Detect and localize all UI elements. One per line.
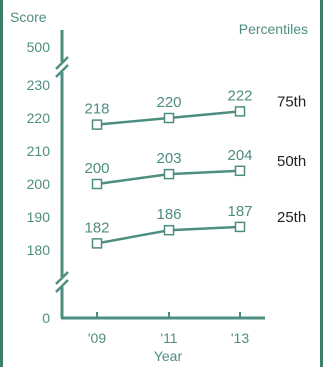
x-tick-labels: '09 '11 '13 <box>88 330 249 346</box>
axis-break-mark <box>55 56 69 70</box>
right-border <box>320 0 323 367</box>
data-point-marker <box>163 168 175 180</box>
data-label: 204 <box>227 147 252 164</box>
data-point-marker <box>234 165 246 177</box>
axis-break-mark <box>55 64 69 78</box>
data-point-marker <box>91 238 103 249</box>
y-tick-labels: 500 180 190 200 210 220 230 0 <box>27 39 51 326</box>
x-tick-label: '13 <box>231 330 249 346</box>
legend-title: Percentiles <box>239 21 308 37</box>
data-point-marker <box>163 112 175 124</box>
y-tick-label: 200 <box>27 176 51 192</box>
y-tick-label: 190 <box>27 209 51 225</box>
y-tick-label: 210 <box>27 143 51 159</box>
y-tick-label: 230 <box>27 77 51 93</box>
data-label: 220 <box>156 94 181 111</box>
axis-break-mark <box>55 271 69 285</box>
left-border <box>0 0 3 367</box>
y-tick-label: 220 <box>27 110 51 126</box>
data-point-marker <box>91 119 103 130</box>
data-label: 203 <box>156 150 181 167</box>
series-label: 50th <box>277 153 306 170</box>
y-tick-label: 0 <box>42 310 50 326</box>
data-label: 182 <box>84 219 109 236</box>
series-group: 218 220 222 75th 200 203 204 50th 182 186 187 25th <box>84 87 306 249</box>
data-point-marker <box>163 224 175 236</box>
x-tick-label: '11 <box>160 330 177 346</box>
data-label: 186 <box>156 206 181 223</box>
data-label: 200 <box>84 160 109 177</box>
series-label: 75th <box>277 93 306 110</box>
data-point-marker <box>91 178 103 190</box>
axis-break-mark <box>55 279 69 293</box>
axes <box>55 30 265 320</box>
data-label: 218 <box>84 101 109 118</box>
y-tick-label: 500 <box>27 39 51 55</box>
series-label: 25th <box>277 209 306 226</box>
data-point-marker <box>234 221 246 233</box>
y-axis-title: Score <box>10 9 47 25</box>
y-tick-label: 180 <box>27 242 51 258</box>
data-label: 187 <box>227 203 252 220</box>
x-tick-label: '09 <box>88 330 106 346</box>
data-label: 222 <box>227 87 252 104</box>
data-point-marker <box>234 106 246 117</box>
x-axis-title: Year <box>154 348 183 364</box>
